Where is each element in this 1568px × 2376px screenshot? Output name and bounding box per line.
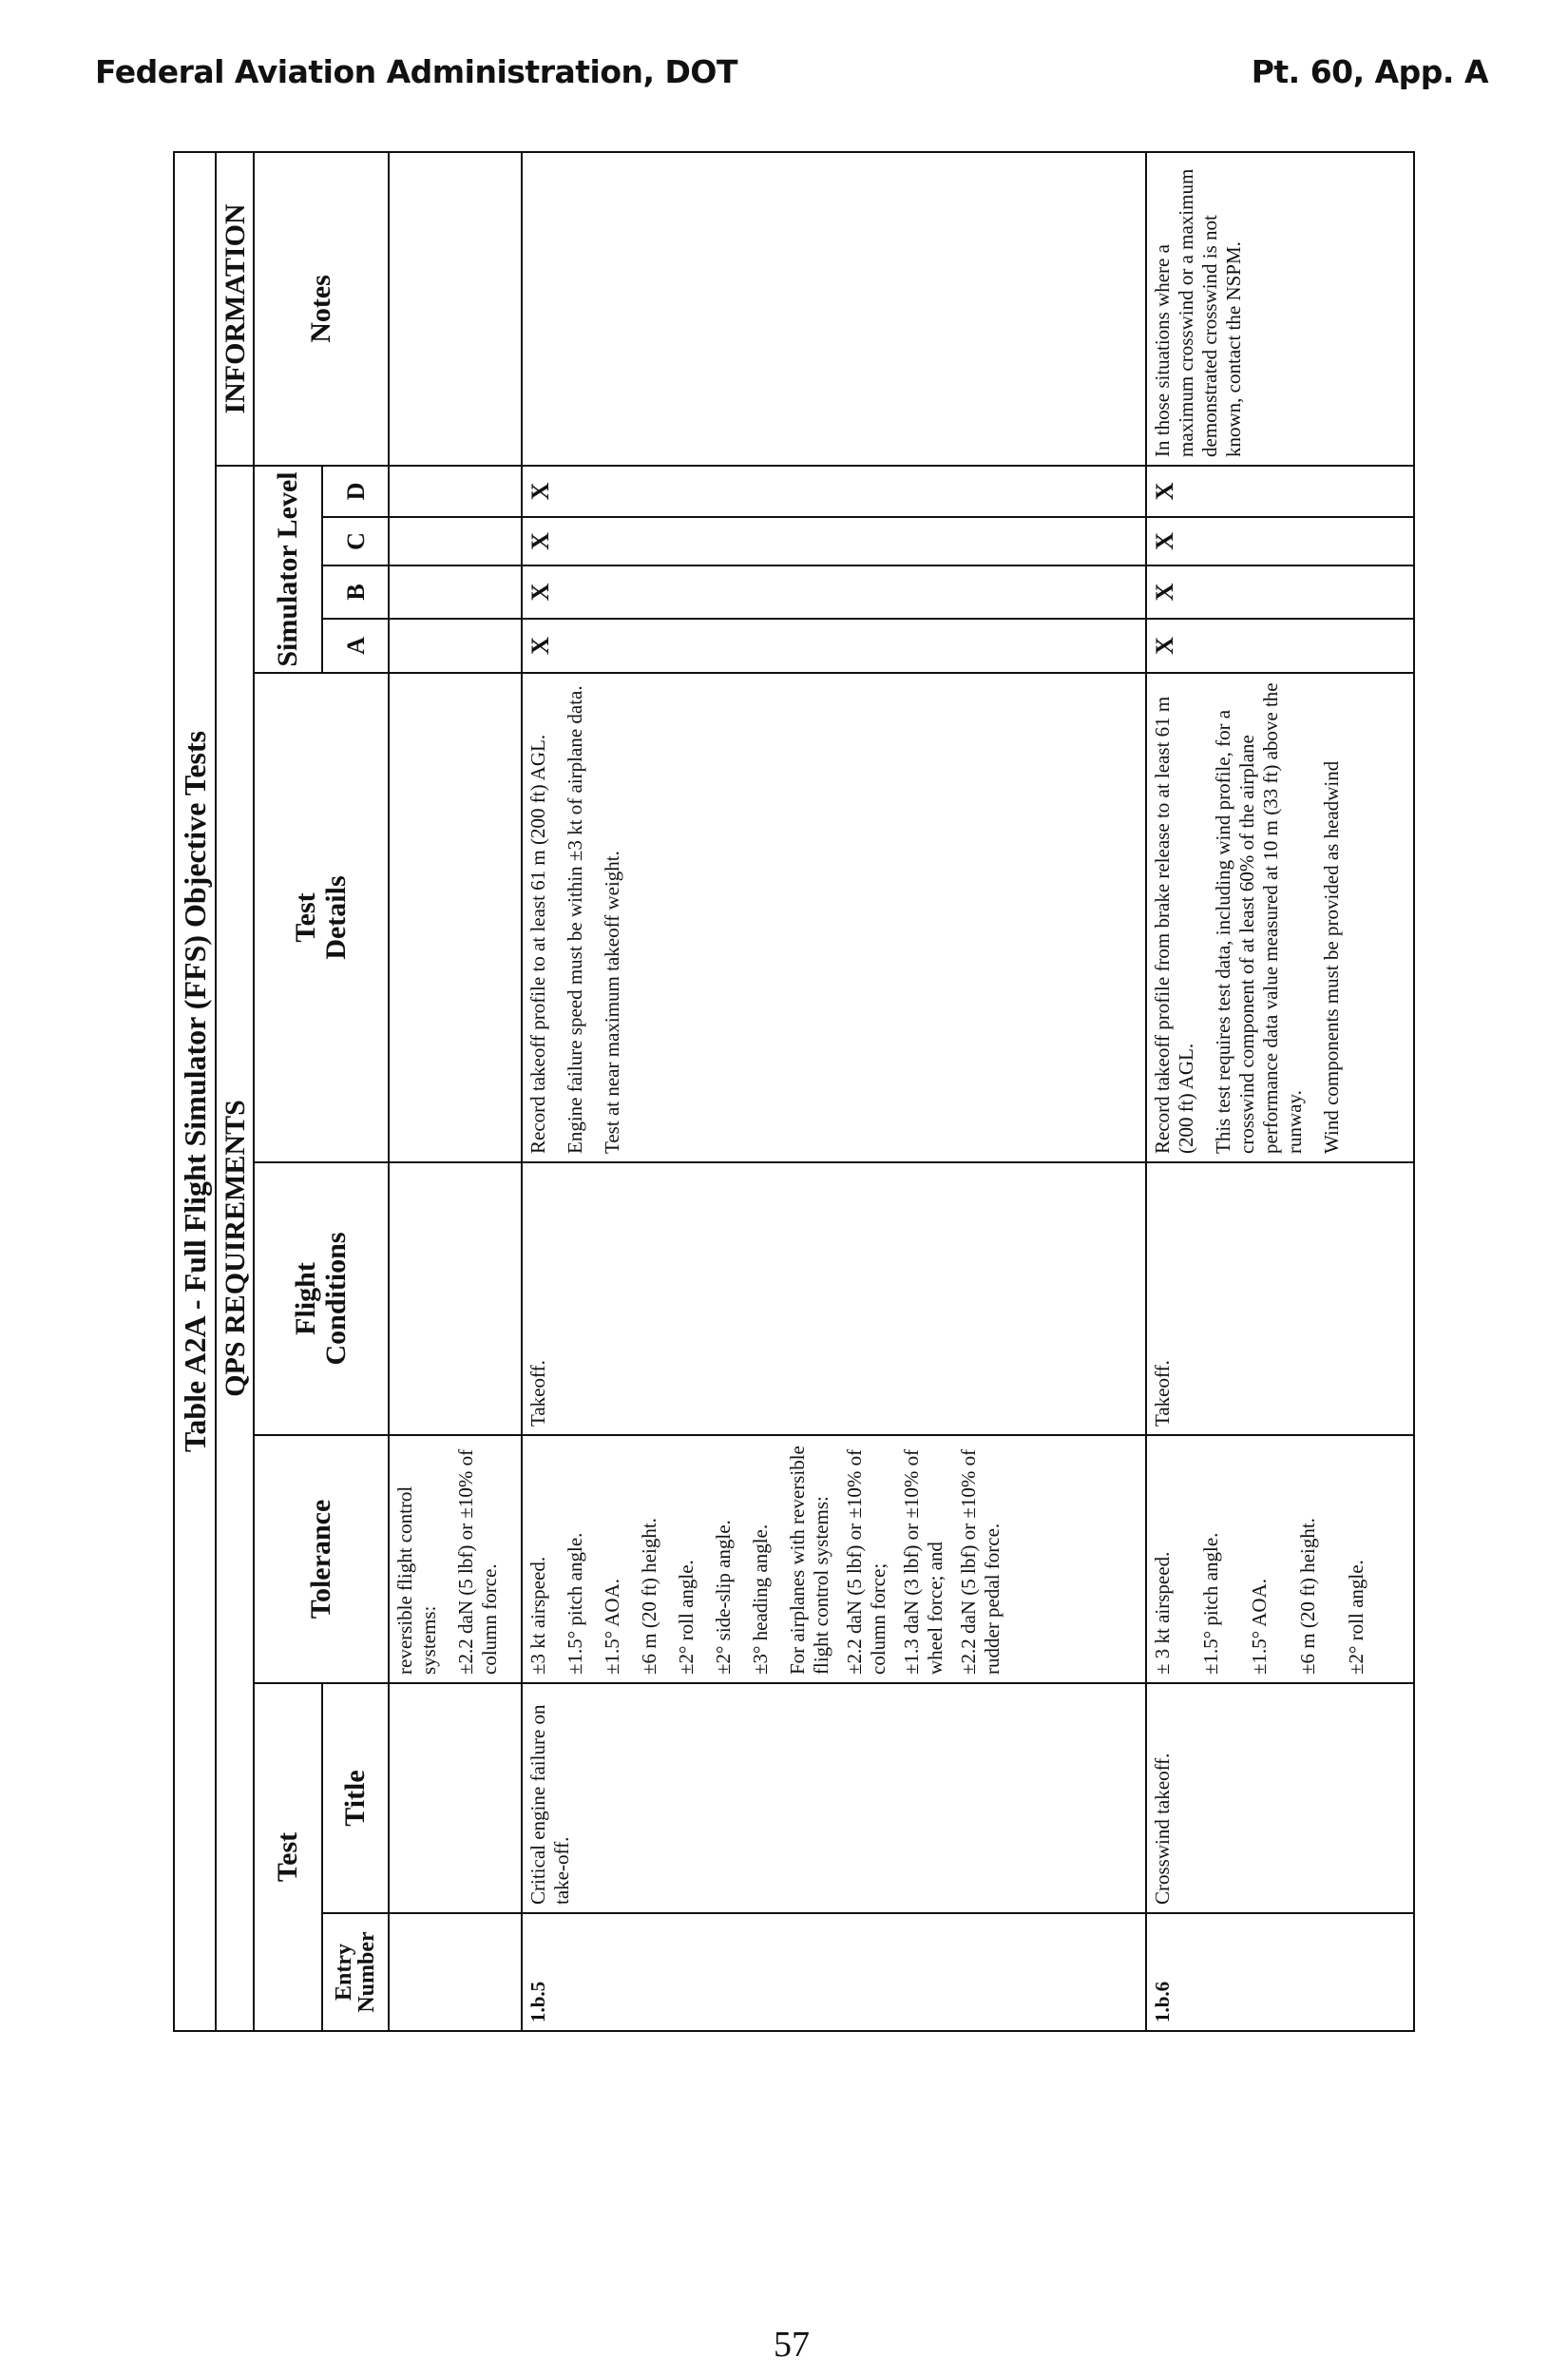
tolerance-line: ± 3 kt airspeed. [1151,1551,1174,1675]
tolerance-line: ±1.5° pitch angle. [564,1532,586,1675]
tolerance-cell: ±3 kt airspeed. ±1.5° pitch angle. ±1.5° A… [522,1435,1146,1683]
table-row: 1.b.5 Critical engine failure on take-off… [522,151,1146,2031]
level-c-mark: X [522,517,1146,565]
header-tolerance: Tolerance [254,1435,389,1683]
notes-cell [389,151,522,466]
test-details-paragraph: Engine failure speed must be within ±3 k… [564,685,586,1154]
entry-number-cell: 1.b.5 [522,1913,1146,2031]
level-a-mark: X [522,619,1146,673]
test-details-paragraph: Wind components must be provided as head… [1320,760,1343,1154]
tolerance-line: ±1.5° AOA. [1248,1578,1271,1675]
header-entry-number: Entry Number [322,1913,389,2031]
page-number: 57 [774,2325,810,2365]
flight-conditions-cell: Takeoff. [522,1162,1146,1435]
section-qps-requirements: QPS REQUIREMENTS [216,466,254,2031]
running-head-left: Federal Aviation Administration, DOT [95,53,737,90]
test-details-paragraph: Test at near maximum takeoff weight. [601,851,623,1154]
tolerance-line: ±2.2 daN (5 lbf) or ±10% of rudder pedal… [957,1448,1004,1675]
tolerance-line: ±2.2 daN (5 lbf) or ±10% of column force… [843,1448,889,1675]
table-row: reversible flight control systems: ±2.2 d… [389,151,522,2031]
notes-cell: In those situations where a maximum cros… [1146,151,1414,466]
tolerance-cell: ± 3 kt airspeed. ±1.5° pitch angle. ±1.5° … [1146,1435,1414,1683]
running-head-right: Pt. 60, App. A [1251,53,1489,90]
section-information: INFORMATION [216,151,254,466]
test-details-content: Record takeoff profile to at least 61 m … [526,681,624,1154]
test-details-cell [389,673,522,1162]
test-details-paragraph: Record takeoff profile from brake releas… [1151,696,1197,1154]
title-cell: Crosswind takeoff. [1146,1683,1414,1913]
test-details-paragraph: Record takeoff profile to at least 61 m … [526,734,549,1154]
tolerance-line: ±1.5° AOA. [601,1578,623,1675]
tolerance-line: ±3 kt airspeed. [526,1556,549,1675]
level-d-mark [389,466,522,517]
tolerance-line: ±2.2 daN (5 lbf) or ±10% of column force… [454,1448,501,1675]
header-level-c: C [322,517,389,565]
tolerance-cell: reversible flight control systems: ±2.2 d… [389,1435,522,1683]
header-level-b: B [322,565,389,619]
tolerance-line: ±2° side-slip angle. [712,1520,735,1675]
level-a-mark [389,619,522,673]
tolerance-line: For airplanes with reversible flight con… [786,1446,832,1675]
tolerance-line: ±1.3 daN (3 lbf) or ±10% of wheel force;… [900,1448,947,1675]
flight-conditions-cell: Takeoff. [1146,1162,1414,1435]
test-details-content: Record takeoff profile from brake releas… [1151,681,1409,1154]
header-flight-conditions: Flight Conditions [254,1162,389,1435]
title-cell [389,1683,522,1913]
header-level-d: D [322,466,389,517]
level-c-mark: X [1146,517,1414,565]
notes-cell [522,151,1146,466]
entry-number-cell [389,1913,522,2031]
rotated-table-container: Table A2A - Full Flight Simulator (FFS) … [173,151,1415,2032]
level-b-mark [389,565,522,619]
table-row: 1.b.6 Crosswind takeoff. ± 3 kt airspeed. ±… [1146,151,1414,2031]
tolerance-line: ±6 m (20 ft) height. [638,1518,660,1675]
level-c-mark [389,517,522,565]
test-details-paragraph: This test requires test data, including … [1212,682,1306,1154]
header-test-details: Test Details [254,673,389,1162]
tolerance-line: ±1.5° pitch angle. [1199,1532,1222,1675]
tolerance-line: reversible flight control systems: [393,1485,440,1675]
tolerance-line: ±2° roll angle. [675,1560,698,1675]
level-d-mark: X [1146,466,1414,517]
level-b-mark: X [522,565,1146,619]
entry-number-cell: 1.b.6 [1146,1913,1414,2031]
level-b-mark: X [1146,565,1414,619]
level-a-mark: X [1146,619,1414,673]
header-flight-conditions-label: Flight Conditions [290,1232,352,1366]
flight-conditions-cell [389,1162,522,1435]
tolerance-line: ±6 m (20 ft) height. [1296,1518,1319,1675]
tolerance-line: ±2° roll angle. [1345,1560,1367,1675]
header-notes: Notes [254,151,389,466]
title-cell: Critical engine failure on take-off. [522,1683,1146,1913]
table-title: Table A2A - Full Flight Simulator (FFS) … [174,151,216,2031]
test-details-cell: Record takeoff profile from brake releas… [1146,673,1414,1162]
tolerance-line: ±3° heading angle. [749,1523,772,1675]
header-level-a: A [322,619,389,673]
header-simulator-level: Simulator Level [254,466,322,673]
header-title: Title [322,1683,389,1913]
test-details-cell: Record takeoff profile to at least 61 m … [522,673,1146,1162]
header-test-details-label: Test Details [290,875,352,960]
objective-tests-table: Table A2A - Full Flight Simulator (FFS) … [173,151,1415,2032]
header-test: Test [254,1683,322,2031]
level-d-mark: X [522,466,1146,517]
